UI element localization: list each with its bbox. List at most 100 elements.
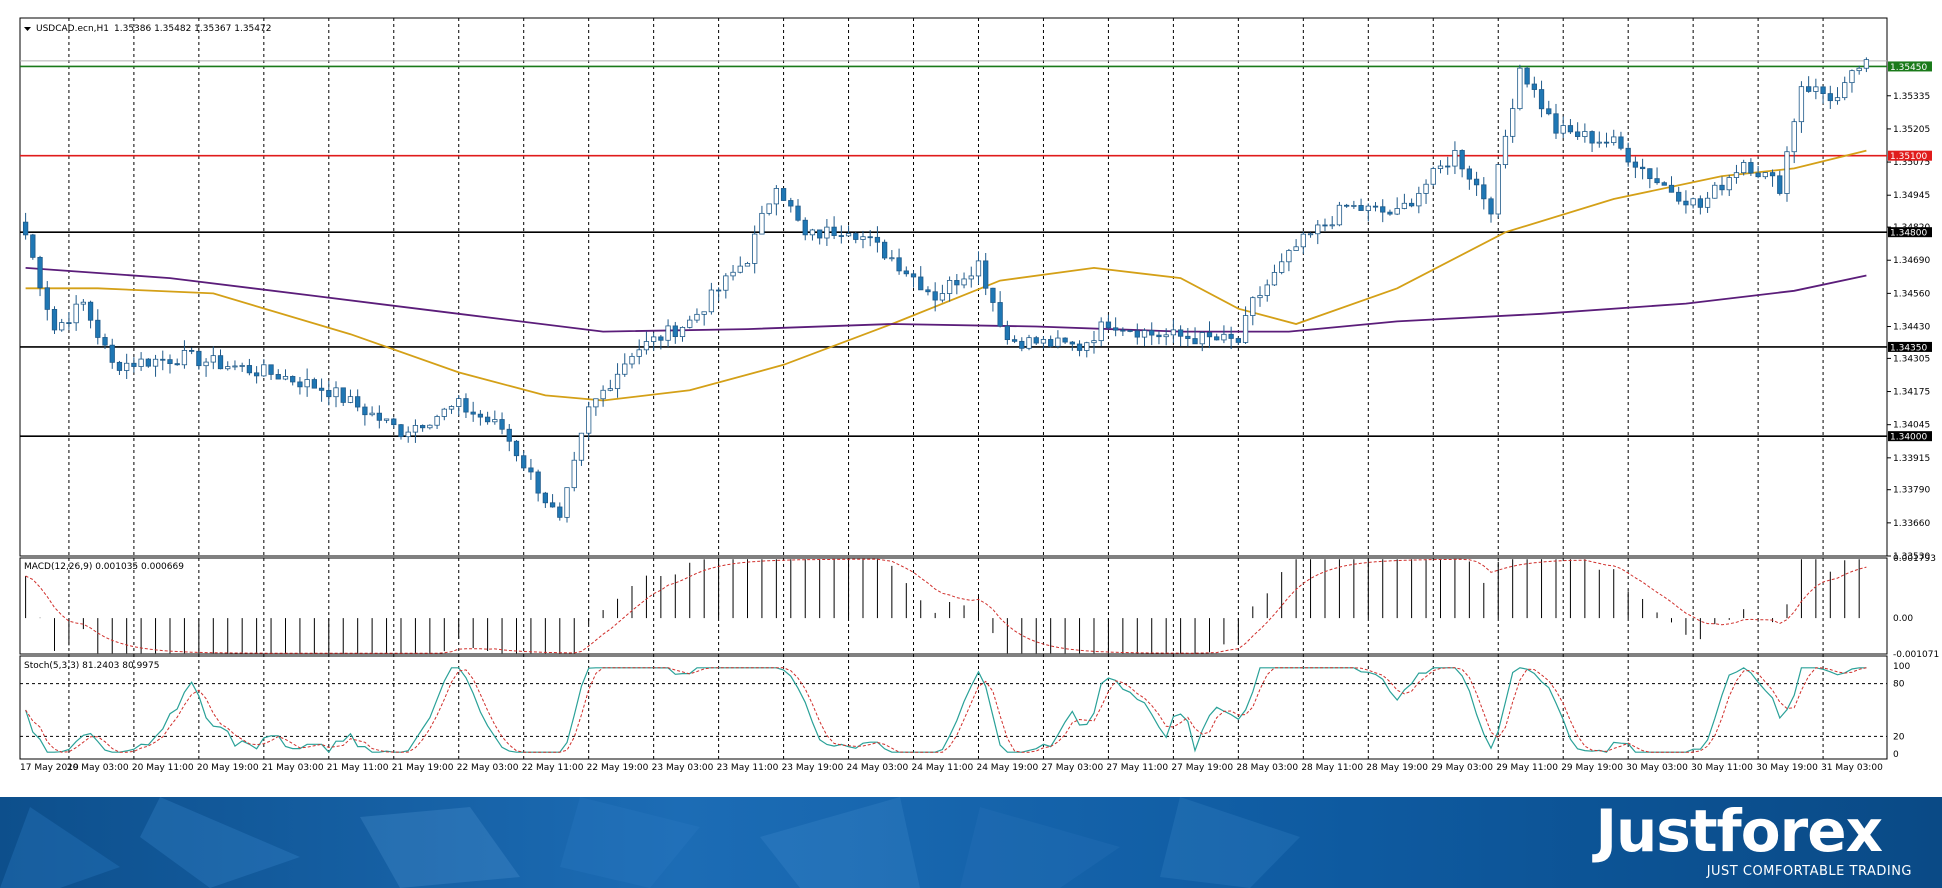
candle-body [1842,82,1848,99]
candle-body [1105,321,1112,329]
candle-body [1084,342,1090,351]
price-tick-label: 1.34430 [1893,323,1930,333]
candle-body [383,418,390,421]
candle-body [1120,329,1126,332]
brand-logo: Justforex [1595,797,1883,865]
price-tick-label: 1.35075 [1893,158,1930,168]
candle-body [1466,168,1472,180]
stoch-tick-label: 100 [1893,662,1910,672]
candle-body [405,431,411,438]
candle-body [1055,337,1061,347]
candle-body [1098,321,1104,342]
stoch-tick-label: 20 [1893,732,1905,742]
candle-body [1502,135,1509,165]
candle-body [903,270,909,275]
candle-body [809,229,816,236]
macd-tick-label: -0.001071 [1893,650,1939,660]
candle-body [701,311,707,315]
dropdown-arrow-icon[interactable] [24,27,31,31]
price-tick-label: 1.34945 [1893,191,1930,201]
candle-body [290,376,296,383]
candle-body [1062,337,1068,343]
candle-body [1185,335,1191,339]
candle-body [860,236,866,240]
candle-body [1235,338,1241,343]
candle-body [1567,125,1574,133]
time-tick-label: 29 May 19:00 [1561,763,1623,773]
candle-body [1033,337,1039,344]
candle-body [817,229,823,239]
candle-body [80,301,86,305]
candle-body [1632,161,1639,168]
candle-body [152,358,159,367]
candle-body [1654,178,1660,184]
candle-body [268,364,274,375]
brand-tagline: JUST COMFORTABLE TRADING [1706,864,1912,879]
candle-body [44,287,50,310]
candle-body [672,325,678,338]
price-level-tag [1888,61,1932,72]
candle-body [1048,339,1054,347]
macd-tick-label: 0.001793 [1893,554,1936,564]
price-level-tag [1888,150,1932,161]
candle-body [318,387,325,391]
candle-body [1293,246,1299,251]
candle-body [1603,141,1610,144]
candle-body [910,273,917,278]
candle-body [160,358,166,361]
candle-body [297,381,303,388]
candle-body [845,233,852,237]
moving-averages [25,149,1867,402]
candle-body [1091,340,1097,344]
candle-body [1423,183,1429,194]
candle-body [1040,339,1047,344]
candle-body [867,236,873,239]
candle-body [1134,330,1140,338]
price-tick-label: 1.34045 [1893,421,1930,431]
candle-body [1639,166,1646,170]
candle-body [1113,327,1119,331]
candle-body [22,221,29,236]
candle-body [1026,337,1032,349]
candle-body [1141,330,1148,338]
price-tick-label: 1.35205 [1893,125,1930,135]
candle-body [189,350,195,352]
candle-body [1618,136,1624,149]
candle-body [203,361,209,367]
candle-body [1149,330,1155,336]
candle-body [1748,162,1754,174]
candle-body [636,349,642,357]
candle-body [1798,86,1805,123]
price-pane[interactable] [19,17,1888,557]
candle-body [109,344,115,363]
candle-body [1228,333,1234,339]
candle-body [282,376,289,380]
candle-body [838,235,844,237]
candle-body [744,263,751,267]
candle-body [1336,204,1343,226]
candle-body [629,355,635,365]
stochastic-indicator: 100 80 20 0 [20,662,1910,760]
candle-body [773,188,779,205]
candle-body [196,350,202,367]
candle-body [1806,86,1812,92]
candle-body [535,471,541,494]
macd-pane[interactable] [19,557,1888,655]
candle-body [1257,295,1263,299]
stochastic-pane[interactable] [19,655,1888,760]
candle-body [326,389,332,398]
candle-body [715,289,722,292]
candle-body [622,363,628,375]
candle-body [1264,284,1270,296]
macd-tick-label: 0.00 [1893,614,1913,624]
time-tick-label: 30 May 19:00 [1756,763,1818,773]
trading-chart[interactable]: 1.353351.352051.350751.349451.348201.346… [0,0,1942,797]
candle-body [1437,165,1444,169]
candle-body [1351,205,1357,207]
candle-body [1762,172,1768,178]
time-tick-label: 23 May 11:00 [717,763,779,773]
candle-body [1170,329,1177,336]
candle-body [1459,150,1465,170]
candle-body [1372,205,1379,208]
candle-body [1856,67,1862,72]
